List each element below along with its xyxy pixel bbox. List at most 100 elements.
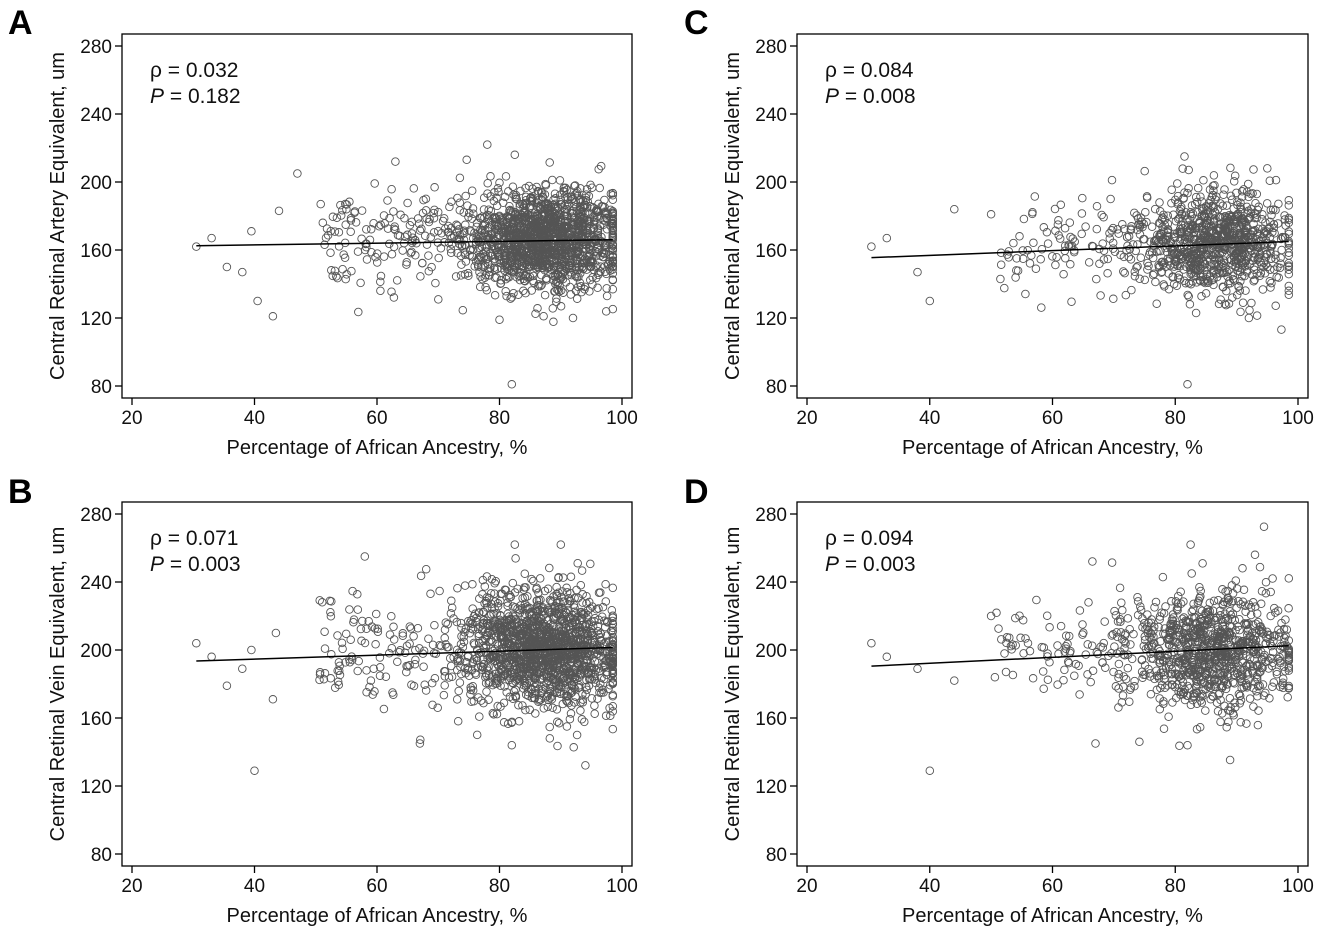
data-point [552, 297, 561, 307]
data-point [433, 207, 443, 217]
data-point [1018, 246, 1028, 255]
panel-a: A20 40 60 80 10080120160200240280Percentage … [8, 4, 638, 459]
data-point [362, 624, 371, 634]
x-tick-label: 100 [606, 876, 638, 897]
data-point [1247, 298, 1256, 308]
data-point [507, 210, 516, 219]
data-point [465, 226, 475, 235]
data-point [389, 293, 399, 302]
outlier-point [1263, 164, 1272, 173]
data-point [421, 194, 431, 204]
data-point [587, 256, 597, 265]
x-tick-label: 40 [919, 876, 940, 897]
data-point [1222, 723, 1231, 732]
data-point [545, 722, 554, 732]
panel-d: D20 40 60 80 10080120160200240280Percentage … [684, 473, 1314, 927]
data-point [608, 223, 618, 233]
outlier-point [867, 242, 876, 251]
data-point [518, 235, 528, 244]
data-point [562, 262, 571, 271]
data-point [538, 250, 548, 260]
data-point [1255, 562, 1265, 572]
data-point [371, 640, 380, 649]
data-point [461, 257, 471, 266]
data-point [527, 234, 536, 244]
outlier-point [247, 227, 256, 236]
data-point [503, 226, 513, 235]
data-point [520, 569, 530, 578]
panel-letter: C [684, 4, 709, 42]
outlier-point [507, 740, 517, 750]
data-point [327, 266, 336, 275]
data-point [552, 582, 561, 592]
data-point [447, 239, 457, 249]
data-point [608, 244, 618, 254]
data-point [511, 192, 520, 202]
data-point [1226, 163, 1235, 173]
data-point [608, 233, 618, 243]
data-point [990, 672, 1000, 682]
data-point [1159, 724, 1169, 733]
p-annotation: P = 0.003 [825, 553, 916, 576]
data-point [608, 219, 618, 228]
data-point [461, 191, 470, 201]
data-point [483, 189, 492, 198]
data-point [561, 221, 571, 231]
data-point [328, 271, 337, 281]
data-point [1004, 253, 1013, 262]
data-point [421, 564, 431, 574]
data-point [486, 263, 495, 272]
data-point [1015, 232, 1024, 241]
y-tick-label: 160 [755, 241, 787, 262]
data-point [426, 589, 435, 599]
data-point [500, 266, 510, 276]
data-point [556, 286, 566, 295]
data-point [1262, 199, 1272, 208]
data-point [559, 226, 568, 235]
data-point [351, 218, 361, 227]
data-point [1092, 201, 1102, 211]
data-point [606, 189, 616, 199]
data-point [1252, 687, 1261, 696]
outlier-point [207, 652, 216, 662]
p-symbol: P [825, 553, 839, 576]
data-point [550, 189, 560, 198]
outlier-point [342, 204, 351, 214]
data-point [1118, 691, 1128, 700]
data-point [434, 253, 443, 263]
rho-annotation: ρ = 0.032 [150, 59, 238, 82]
x-tick-label: 20 [121, 876, 142, 897]
data-point [579, 234, 589, 243]
data-point [357, 234, 366, 244]
data-point [455, 236, 465, 245]
data-point [1053, 641, 1062, 650]
y-tick-label: 120 [755, 777, 787, 798]
data-point [447, 197, 456, 206]
y-tick-label: 160 [80, 709, 112, 730]
data-point [533, 304, 542, 313]
data-point [456, 618, 466, 628]
data-point [387, 249, 397, 259]
data-point [1114, 703, 1123, 712]
data-point [594, 199, 603, 209]
data-point [602, 213, 612, 223]
data-point [608, 195, 618, 205]
data-point [438, 216, 448, 226]
data-point [1242, 719, 1251, 728]
data-point [602, 291, 612, 301]
data-point [501, 172, 511, 181]
data-point [1107, 175, 1117, 185]
data-point [457, 669, 466, 679]
data-point [1053, 220, 1063, 229]
data-point [575, 220, 584, 230]
data-point [356, 278, 365, 288]
data-point [405, 220, 415, 230]
data-point [563, 195, 573, 204]
data-point [550, 265, 559, 275]
data-point [372, 258, 382, 267]
data-point [1000, 649, 1009, 658]
data-point [536, 281, 545, 291]
data-point [1236, 717, 1245, 727]
data-point [549, 195, 558, 205]
data-point [1063, 639, 1072, 649]
